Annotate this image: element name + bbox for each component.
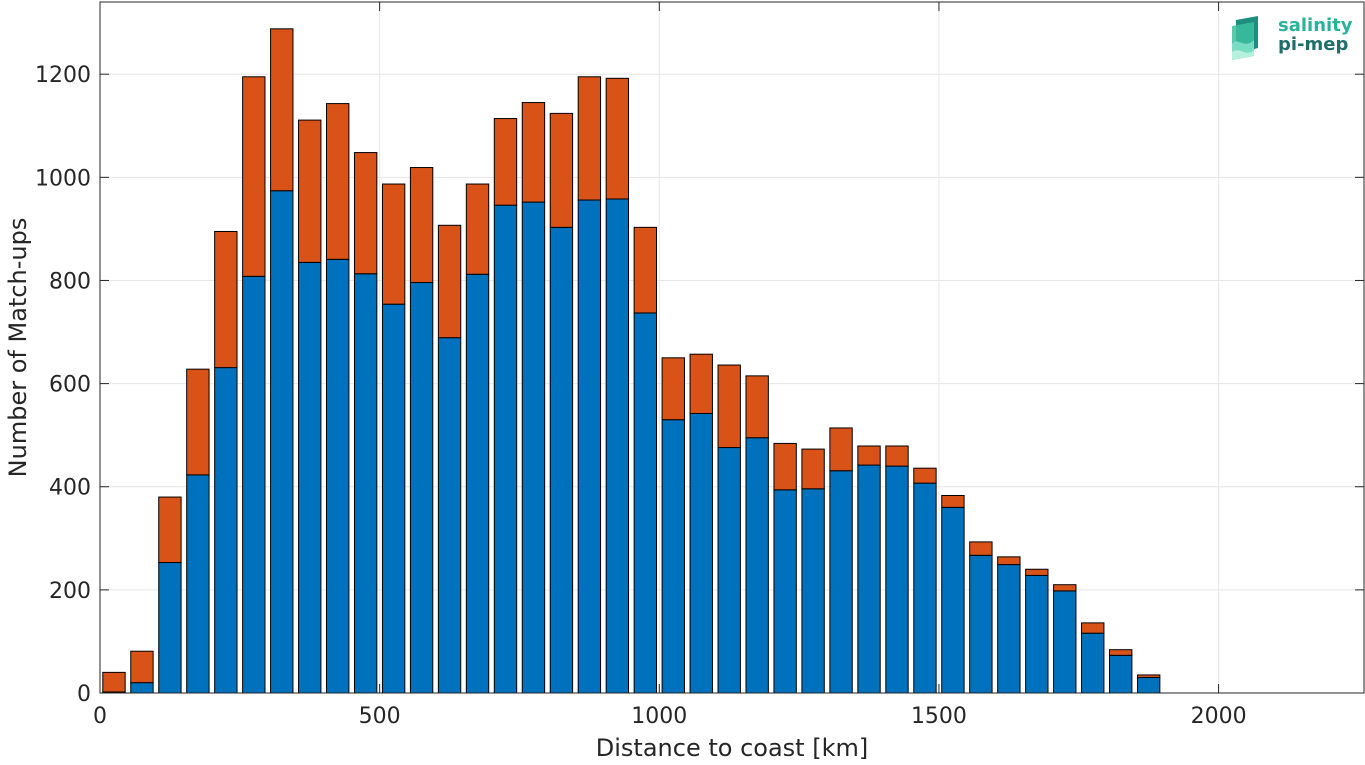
logo-wordmark: salinity pi-mep <box>1278 16 1353 54</box>
bar-series-1 <box>745 437 769 694</box>
bar-series-1 <box>381 303 406 694</box>
bar-series-2 <box>437 224 462 339</box>
bar-series-1 <box>885 465 909 694</box>
bar-series-1 <box>270 190 294 694</box>
bar-series-1 <box>298 261 322 694</box>
y-axis-label: Number of Match-ups <box>4 218 32 478</box>
bar-series-2 <box>298 119 322 263</box>
bar-series-2 <box>913 467 937 484</box>
bar-series-2 <box>605 77 630 200</box>
bar-series-1 <box>242 275 266 694</box>
bar-series-1 <box>1136 677 1161 694</box>
bar-series-2 <box>857 445 881 466</box>
bar-series-2 <box>242 76 266 277</box>
bar-series-2 <box>801 448 825 490</box>
bar-series-1 <box>465 273 490 694</box>
bar-series-1 <box>1081 632 1105 694</box>
bar-series-2 <box>130 650 154 684</box>
bar-series-2 <box>353 152 378 275</box>
bar-series-1 <box>130 682 154 694</box>
bar-series-1 <box>353 273 378 694</box>
bar-series-1 <box>605 198 630 694</box>
bar-series-1 <box>158 562 182 694</box>
bar-series-2 <box>997 556 1021 566</box>
bar-series-1 <box>801 488 825 694</box>
bar-series-1 <box>1109 654 1133 694</box>
bar-series-1 <box>857 464 881 694</box>
bar-series-1 <box>633 312 657 694</box>
bar-series-2 <box>885 445 909 467</box>
bar-series-2 <box>1081 622 1105 634</box>
bar-series-2 <box>102 671 126 693</box>
bar-series-2 <box>829 427 853 472</box>
logo-line-salinity: salinity <box>1278 15 1353 36</box>
bar-series-2 <box>717 364 741 449</box>
bar-series-2 <box>661 357 685 421</box>
bar-series-1 <box>997 564 1021 694</box>
bar-series-2 <box>1136 674 1161 679</box>
bar-series-2 <box>326 103 350 260</box>
bar-series-1 <box>661 419 685 694</box>
y-tick-label: 800 <box>49 269 91 294</box>
bar-series-2 <box>1025 568 1049 576</box>
y-tick-label: 0 <box>77 682 91 707</box>
bar-series-2 <box>214 230 238 369</box>
y-tick-label: 200 <box>49 579 91 604</box>
bar-series-2 <box>409 167 434 284</box>
x-tick-label: 500 <box>359 704 401 729</box>
bar-series-1 <box>1025 574 1049 694</box>
y-tick-label: 600 <box>49 373 91 398</box>
bar-series-2 <box>773 442 797 491</box>
bar-series-2 <box>969 541 993 556</box>
bar-series-1 <box>577 199 602 694</box>
y-tick-label: 1000 <box>35 166 91 191</box>
wave-logo-icon <box>1232 16 1258 60</box>
logo-line-pimep: pi-mep <box>1278 34 1349 55</box>
axis-ticks: 0 500 1000 1500 2000 0 200 400 600 800 1000 1200 <box>35 2 1364 729</box>
bar-series-2 <box>745 375 769 439</box>
bar-series-1 <box>409 282 434 694</box>
bar-series-2 <box>270 28 294 192</box>
bar-series-1 <box>437 337 462 694</box>
bar-series-2 <box>381 183 406 305</box>
x-tick-label: 1500 <box>911 704 967 729</box>
bar-series-1 <box>1053 590 1077 694</box>
bar-series-1 <box>941 506 965 694</box>
bar-series-1 <box>214 367 238 694</box>
bar-series-2 <box>1109 649 1133 656</box>
salinity-pimep-logo: salinity pi-mep <box>1228 14 1358 64</box>
bars <box>102 28 1161 694</box>
x-axis-label: Distance to coast [km] <box>596 734 868 761</box>
bar-series-1 <box>493 204 518 694</box>
bar-series-2 <box>633 226 657 314</box>
bar-series-1 <box>773 489 797 694</box>
bar-series-1 <box>969 554 993 694</box>
y-tick-label: 400 <box>49 476 91 501</box>
bar-series-1 <box>521 201 546 694</box>
bar-series-1 <box>186 474 210 694</box>
x-tick-label: 0 <box>93 704 107 729</box>
bar-series-2 <box>465 183 490 275</box>
x-tick-label: 1000 <box>631 704 687 729</box>
bar-series-2 <box>158 496 182 564</box>
bar-series-1 <box>717 447 741 694</box>
bar-series-2 <box>549 112 574 228</box>
bar-series-2 <box>521 102 546 203</box>
bar-series-2 <box>689 353 713 415</box>
bar-series-1 <box>689 413 713 694</box>
bar-series-1 <box>326 258 350 694</box>
bar-series-1 <box>829 470 853 694</box>
bar-series-1 <box>913 482 937 694</box>
bar-series-2 <box>1053 584 1077 592</box>
bar-series-1 <box>549 226 574 694</box>
bar-series-2 <box>493 118 518 206</box>
axes-frame <box>99 1 1365 694</box>
x-tick-label: 2000 <box>1191 704 1247 729</box>
bar-series-2 <box>941 494 965 508</box>
y-tick-label: 1200 <box>35 63 91 88</box>
bar-series-2 <box>186 368 210 476</box>
bar-series-2 <box>577 76 602 201</box>
